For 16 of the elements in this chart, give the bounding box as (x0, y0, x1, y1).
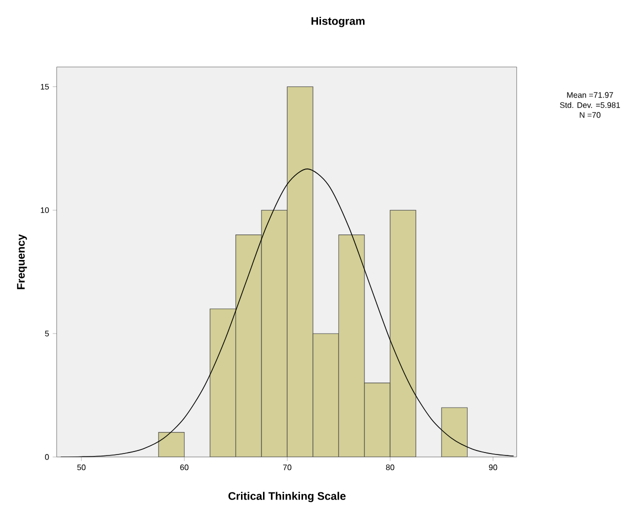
x-axis-title: Critical Thinking Scale (228, 492, 346, 502)
chart-title: Histogram (312, 16, 365, 28)
text: Std. Dev. =5.981 (560, 102, 620, 108)
x-tick-label: 90 (488, 464, 498, 470)
y-tick-label: 15 (40, 84, 49, 90)
x-tick-label: 80 (386, 464, 394, 470)
y-tick-label: 0 (45, 454, 49, 460)
line-series (60, 168, 514, 457)
y-axis-title: Frequency (17, 234, 27, 290)
x-tick-label: 60 (180, 464, 188, 470)
x-tick-label: 70 (283, 464, 292, 470)
x-tick-label: 50 (77, 464, 86, 470)
y-tick-label: 10 (40, 207, 49, 213)
text: Mean =71.97 (567, 92, 614, 98)
y-tick-label: 5 (45, 330, 49, 336)
text: N =70 (580, 112, 600, 118)
